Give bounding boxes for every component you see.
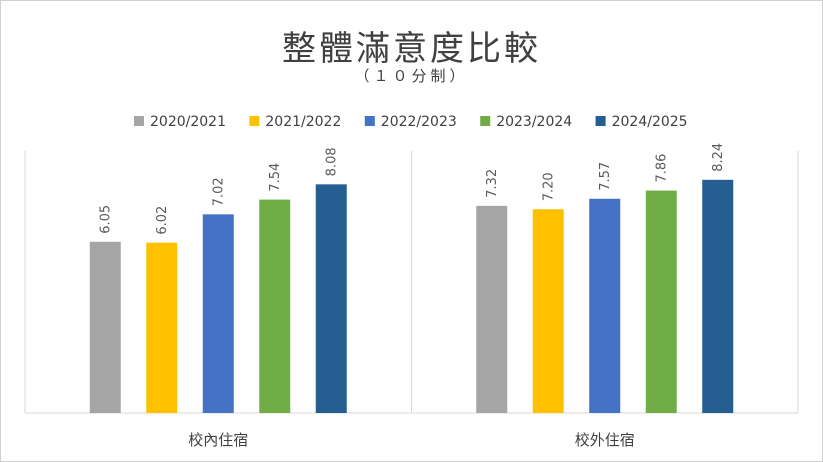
data-label: 6.02 — [155, 206, 170, 235]
chart-subtitle: （１０分制） — [354, 67, 469, 85]
data-label: 7.86 — [654, 154, 669, 183]
data-label: 8.08 — [324, 147, 339, 176]
bar — [702, 179, 734, 413]
data-label: 7.02 — [211, 177, 226, 206]
data-label: 7.32 — [485, 169, 500, 198]
bar — [645, 190, 677, 413]
bar — [532, 209, 564, 413]
bar — [259, 199, 291, 413]
chart-title: 整體滿意度比較 — [282, 29, 541, 69]
legend-label: 2024/2025 — [612, 114, 688, 130]
legend-swatch — [480, 116, 491, 126]
bar — [89, 241, 121, 413]
bar — [202, 214, 234, 413]
bar — [146, 242, 178, 413]
bar — [476, 205, 508, 413]
legend-label: 2022/2023 — [381, 114, 457, 130]
category-label: 校外住宿 — [575, 431, 635, 449]
data-label: 8.24 — [711, 143, 726, 172]
legend-swatch — [364, 116, 375, 126]
data-label: 7.57 — [598, 162, 613, 191]
legend-label: 2023/2024 — [496, 114, 572, 130]
bar — [589, 198, 621, 413]
legend-label: 2020/2021 — [150, 114, 226, 130]
legend-label: 2021/2022 — [265, 114, 341, 130]
data-label: 7.54 — [268, 163, 283, 192]
legend-swatch — [134, 116, 144, 126]
legend-swatch — [249, 116, 260, 126]
data-label: 7.20 — [541, 172, 556, 201]
bar — [315, 184, 347, 413]
category-label: 校內住宿 — [188, 431, 248, 449]
data-label: 6.05 — [98, 205, 113, 234]
legend-swatch — [595, 116, 606, 126]
